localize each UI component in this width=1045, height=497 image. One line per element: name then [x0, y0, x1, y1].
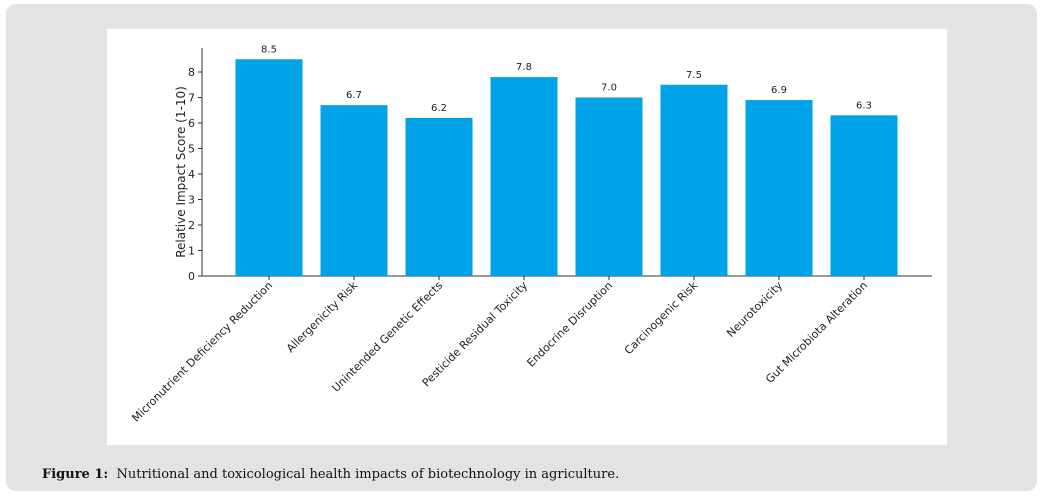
plot-border: [106, 28, 948, 446]
bar: [235, 59, 303, 276]
x-tick-label: Allergenicity Risk: [284, 278, 361, 355]
data-label: 7.8: [516, 62, 532, 73]
x-tick-label: Neurotoxicity: [724, 279, 785, 340]
data-label: 6.7: [346, 90, 362, 101]
data-label: 6.3: [856, 100, 872, 111]
x-tick-label: Carcinogenic Risk: [622, 278, 701, 357]
bar: [745, 100, 813, 276]
data-label: 7.0: [601, 83, 617, 94]
y-tick-label: 0: [188, 270, 195, 283]
figure-caption: Figure 1: Nutritional and toxicological …: [42, 467, 619, 482]
y-tick-label: 8: [188, 66, 195, 79]
data-label: 6.2: [431, 103, 447, 114]
caption-label: Figure 1:: [42, 467, 109, 482]
bar: [575, 97, 643, 276]
y-tick-label: 6: [188, 117, 195, 130]
x-tick-label: Micronutrient Deficiency Reduction: [129, 279, 275, 425]
figure-frame: 0 1 2 3 4 5 6 7 8 Relative Impact Score (1-10) 8.5…: [6, 4, 1037, 491]
bar: [660, 84, 728, 276]
y-tick-label: 2: [188, 219, 195, 232]
y-axis-label: Relative Impact Score (1-10): [174, 86, 188, 258]
x-tick-label: Gut Microbiota Alteration: [763, 279, 870, 386]
chart-panel: 0 1 2 3 4 5 6 7 8 Relative Impact Score (1-10) 8.5…: [106, 28, 948, 446]
data-label: 6.9: [771, 85, 787, 96]
x-tick-label: Endocrine Disruption: [524, 279, 615, 370]
data-label: 8.5: [261, 44, 277, 55]
bar: [830, 115, 898, 276]
data-label: 7.5: [686, 70, 702, 81]
bar: [405, 117, 473, 277]
caption-text: Nutritional and toxicological health imp…: [116, 467, 620, 482]
y-tick-label: 5: [188, 143, 195, 156]
bar: [320, 105, 388, 277]
bar: [490, 77, 558, 276]
y-tick-label: 7: [188, 92, 195, 105]
y-tick-label: 3: [188, 194, 195, 207]
y-tick-label: 4: [188, 168, 195, 181]
y-tick-label: 1: [188, 245, 195, 258]
